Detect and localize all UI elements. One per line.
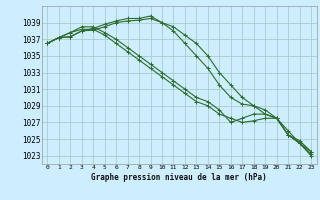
- X-axis label: Graphe pression niveau de la mer (hPa): Graphe pression niveau de la mer (hPa): [91, 173, 267, 182]
